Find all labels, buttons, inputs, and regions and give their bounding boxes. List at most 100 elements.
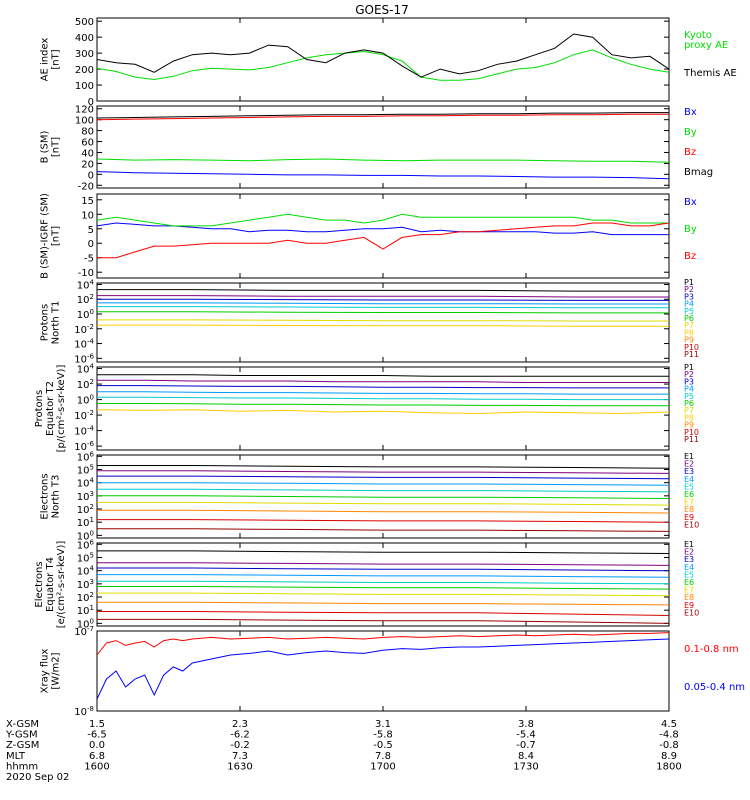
y-tick-label: 0: [88, 97, 94, 108]
plot-frame: [96, 193, 670, 279]
y-tick-label: 60: [81, 138, 94, 149]
panel-8: 10-8 10-7 Xray flux [W/m2] 0.1-0.8 nm 0.05-0.…: [40, 625, 746, 718]
series-line-p6: [97, 311, 669, 314]
legend-entry: P3: [684, 377, 694, 386]
y-tick-label: 100: [75, 116, 94, 127]
legend-entry: E3: [684, 555, 694, 564]
series-line-p2: [97, 295, 669, 298]
x-row-value: 3.8: [518, 719, 534, 730]
series-line-p3: [97, 385, 669, 389]
series-group: [97, 33, 669, 81]
y-tick-label: 104: [77, 363, 95, 376]
y-tick-label: 106: [77, 450, 95, 463]
legend-entry: Themis AE: [683, 68, 737, 79]
series-line-p1: [97, 289, 669, 292]
y-tick-label: 0: [88, 239, 94, 250]
x-row-value: 1800: [656, 761, 681, 772]
series-line-e8: [97, 509, 669, 514]
y-tick-label: 200: [75, 65, 94, 76]
y-tick-label: 10-8: [74, 705, 94, 718]
legend-entry: P11: [684, 350, 699, 359]
series-group: [97, 213, 669, 259]
figure-title: GOES-17: [355, 3, 409, 17]
legend-entry: P8: [684, 413, 694, 422]
series-line-p7: [97, 319, 669, 322]
y-axis-label: Equator T4: [45, 557, 56, 612]
legend-entry: E1: [684, 540, 694, 549]
series-line-bz: [97, 222, 669, 259]
legend-entry: E9: [684, 601, 694, 610]
legend-entry: E8: [684, 505, 694, 514]
plot-frame: [96, 542, 670, 627]
series-group: [97, 289, 669, 327]
y-axis-label: Xray flux: [40, 649, 51, 694]
legend-entry: E10: [684, 608, 699, 617]
y-tick-label: -10: [78, 268, 94, 279]
y-tick-label: 500: [75, 17, 94, 28]
x-row-value: 3.1: [375, 719, 391, 730]
series-line-p2: [97, 379, 669, 383]
legend-entry: E5: [684, 482, 694, 491]
x-row-value: 2.3: [232, 719, 248, 730]
y-tick-label: 104: [77, 477, 95, 490]
legend-entry: E9: [684, 513, 694, 522]
x-row-value: -0.7: [516, 740, 536, 751]
series-group: [97, 550, 669, 624]
y-tick-label: 104: [77, 565, 95, 578]
y-tick-label: 106: [77, 538, 95, 551]
series-line-e9: [97, 611, 669, 616]
series-line-bx: [97, 171, 669, 180]
y-tick-label: 104: [77, 278, 95, 291]
series-line-0-05-0-4-nm: [97, 638, 669, 700]
legend-entry: P2: [684, 370, 694, 379]
series-line-e3: [97, 567, 669, 572]
legend-entry: P9: [684, 336, 694, 345]
y-tick-label: 0: [88, 170, 94, 181]
legend-entry: Bmag: [684, 167, 713, 178]
y-tick-label: 103: [77, 490, 94, 503]
series-group: [97, 465, 669, 532]
y-tick-label: 10-2: [74, 409, 94, 422]
legend-entry: Bx: [684, 107, 697, 118]
x-row-value: 8.9: [661, 751, 677, 762]
y-tick-label: 100: [77, 308, 94, 321]
x-row-value: 8.4: [518, 751, 534, 762]
series-line-p4: [97, 391, 669, 395]
y-axis-label: [nT]: [51, 49, 62, 69]
y-axis-label: Protons: [40, 304, 51, 341]
legend-entry: Bx: [684, 197, 697, 208]
series-line-by: [97, 213, 669, 227]
legend-entry: E10: [684, 520, 699, 529]
legend-entry: proxy AE: [684, 40, 728, 51]
legend-entry: E6: [684, 490, 694, 499]
y-axis-label: [p/(cm²-s-sr-keV)]: [56, 365, 67, 453]
series-line-p5: [97, 396, 669, 401]
panel-3: -10 -5 0 5 10 15 B (SM)-IGRF (SM) [nT] Bx By Bz: [40, 193, 697, 279]
series-line-e2: [97, 562, 669, 566]
y-axis-label: Electrons: [40, 473, 51, 519]
y-tick-label: 10-4: [74, 425, 94, 438]
legend-entry: P4: [684, 300, 694, 309]
series-line-e10: [97, 528, 669, 532]
legend-entry: P5: [684, 307, 694, 316]
y-axis-label: [W/m2]: [51, 652, 62, 689]
y-tick-label: 102: [77, 293, 94, 306]
y-axis-label: [nT]: [51, 226, 62, 246]
legend-entry: 0.1-0.8 nm: [684, 644, 739, 655]
legend-entry: E4: [684, 563, 694, 572]
series-line-e7: [97, 592, 669, 597]
legend-entry: Bz: [684, 251, 696, 262]
legend-entry: P5: [684, 392, 694, 401]
x-row-value: 1700: [370, 761, 395, 772]
series-line-p4: [97, 302, 669, 305]
y-tick-label: 40: [81, 148, 94, 159]
y-tick-label: 120: [75, 105, 94, 116]
legend-entry: E6: [684, 578, 694, 587]
y-axis-label: North T3: [51, 475, 62, 519]
